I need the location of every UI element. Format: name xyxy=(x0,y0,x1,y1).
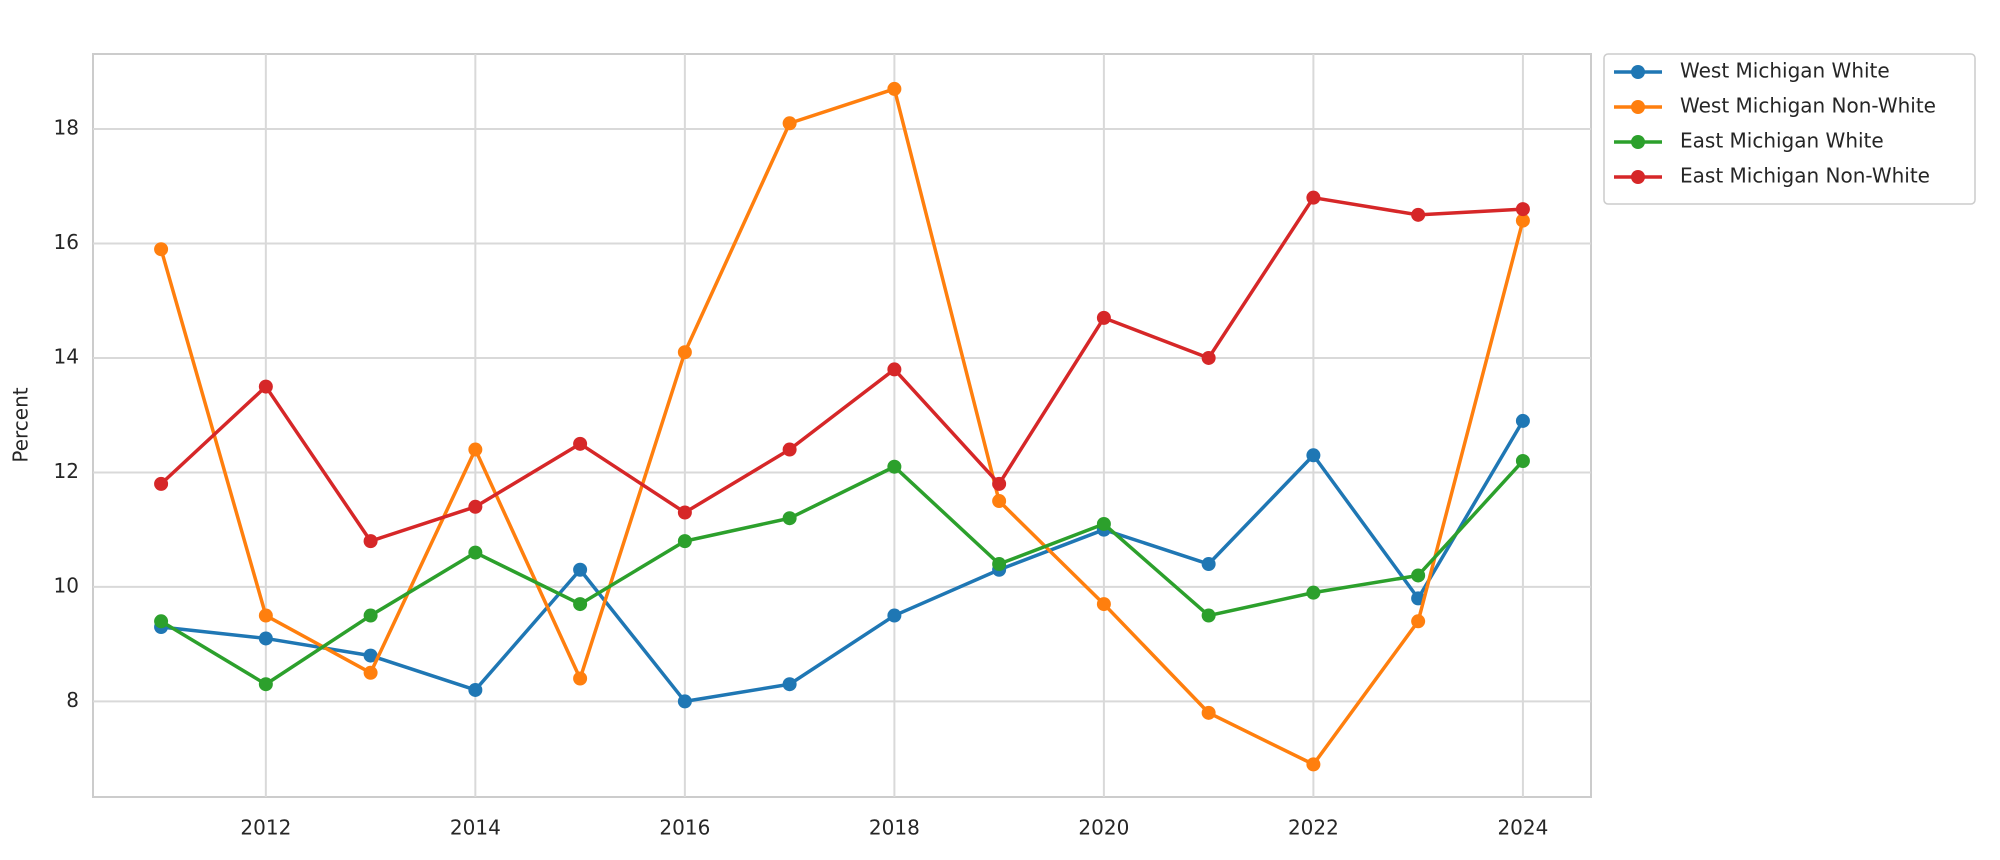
x-tick-label: 2018 xyxy=(869,816,920,840)
point-marker xyxy=(1201,557,1216,572)
point-marker xyxy=(887,459,902,474)
point-marker xyxy=(1515,202,1530,217)
point-marker xyxy=(1411,207,1426,222)
point-marker xyxy=(258,608,273,623)
series-line xyxy=(160,459,1525,686)
y-tick-label: 10 xyxy=(54,573,79,597)
point-marker xyxy=(1411,614,1426,629)
point-marker xyxy=(154,476,169,491)
point-marker xyxy=(1201,705,1216,720)
y-tick-label: 12 xyxy=(54,459,79,483)
point-marker xyxy=(1515,453,1530,468)
point-marker xyxy=(573,436,588,451)
point-marker xyxy=(677,345,692,360)
point-marker xyxy=(573,671,588,686)
point-marker xyxy=(1096,516,1111,531)
point-marker xyxy=(363,665,378,680)
legend-label: West Michigan Non-White xyxy=(1680,94,1936,118)
x-tick-label: 2022 xyxy=(1288,816,1339,840)
legend-marker xyxy=(1631,100,1645,114)
y-tick-label: 16 xyxy=(54,230,79,254)
legend-label: East Michigan White xyxy=(1680,129,1884,153)
plot-frame xyxy=(92,53,1592,798)
point-marker xyxy=(782,442,797,457)
point-marker xyxy=(887,81,902,96)
series-line xyxy=(159,87,1525,767)
point-marker xyxy=(992,494,1007,509)
point-marker xyxy=(1306,190,1321,205)
x-tick-label: 2014 xyxy=(450,816,501,840)
point-marker xyxy=(1096,310,1111,325)
point-marker xyxy=(154,614,169,629)
x-tick-label: 2024 xyxy=(1497,816,1548,840)
point-marker xyxy=(1201,608,1216,623)
point-marker xyxy=(887,608,902,623)
y-axis-label: Percent xyxy=(9,387,33,462)
point-marker xyxy=(258,379,273,394)
point-marker xyxy=(468,499,483,514)
legend-marker xyxy=(1631,65,1645,79)
point-marker xyxy=(363,608,378,623)
legend-marker xyxy=(1631,135,1645,149)
legend-box xyxy=(1603,53,1976,205)
y-tick-label: 18 xyxy=(54,115,79,139)
point-marker xyxy=(1411,568,1426,583)
point-marker xyxy=(782,677,797,692)
series-line xyxy=(159,195,1524,543)
point-marker xyxy=(363,534,378,549)
x-tick-label: 2012 xyxy=(240,816,291,840)
point-marker xyxy=(677,505,692,520)
point-marker xyxy=(154,242,169,257)
series-line xyxy=(160,420,1525,704)
point-marker xyxy=(363,648,378,663)
x-tick-label: 2016 xyxy=(659,816,710,840)
y-tick-label: 8 xyxy=(66,688,79,712)
point-marker xyxy=(573,562,588,577)
point-marker xyxy=(1306,448,1321,463)
point-marker xyxy=(992,557,1007,572)
point-marker xyxy=(1515,413,1530,428)
legend-label: East Michigan Non-White xyxy=(1680,164,1930,188)
point-marker xyxy=(468,545,483,560)
point-marker xyxy=(677,534,692,549)
point-marker xyxy=(1515,213,1530,228)
legend-marker xyxy=(1631,170,1645,184)
point-marker xyxy=(468,442,483,457)
point-marker xyxy=(782,116,797,131)
point-marker xyxy=(573,597,588,612)
point-marker xyxy=(1096,597,1111,612)
point-marker xyxy=(1201,350,1216,365)
point-marker xyxy=(468,682,483,697)
x-tick-label: 2020 xyxy=(1078,816,1129,840)
point-marker xyxy=(992,476,1007,491)
point-marker xyxy=(258,631,273,646)
point-marker xyxy=(1306,757,1321,772)
legend-label: West Michigan White xyxy=(1680,59,1890,83)
point-marker xyxy=(782,511,797,526)
point-marker xyxy=(258,677,273,692)
point-marker xyxy=(887,362,902,377)
y-tick-label: 14 xyxy=(54,344,79,368)
point-marker xyxy=(677,694,692,709)
point-marker xyxy=(1306,585,1321,600)
